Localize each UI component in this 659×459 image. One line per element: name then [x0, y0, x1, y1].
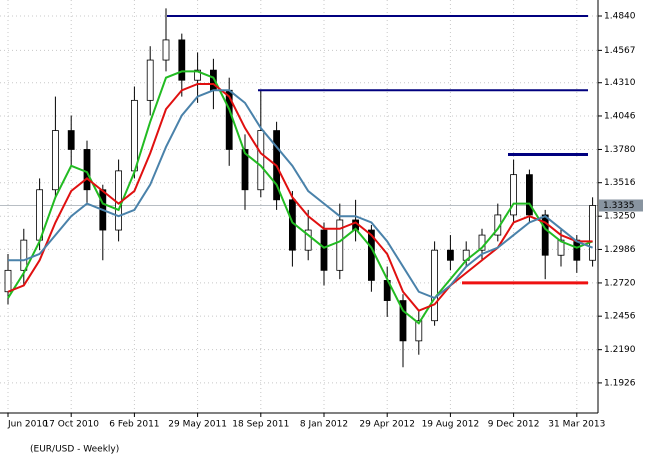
last-price-label: 1.3335: [603, 201, 635, 211]
candle-body: [336, 219, 344, 271]
candle-body: [67, 130, 75, 150]
candle-body: [115, 170, 122, 231]
candle-body: [194, 69, 202, 81]
x-tick-label: 9 Dec 2012: [488, 420, 540, 430]
x-tick-label: 17 Oct 2010: [43, 420, 99, 430]
candle-body: [304, 229, 312, 251]
moving-average: [7, 70, 593, 325]
y-tick-label: 1.3516: [604, 178, 636, 188]
y-tick-label: 1.2456: [604, 312, 636, 322]
candle-body: [399, 300, 407, 342]
last-price-box: [599, 199, 643, 212]
candle-body: [178, 39, 186, 81]
candle-body: [446, 249, 454, 261]
candle-body: [52, 130, 59, 191]
candle-body: [526, 174, 533, 216]
x-tick-label: 29 May 2011: [168, 420, 227, 430]
candle-body: [146, 59, 154, 101]
candle-body: [589, 205, 596, 261]
candle-body: [431, 249, 439, 322]
x-tick-label: Jun 2010: [7, 420, 48, 430]
y-tick-label: 1.4567: [604, 46, 636, 56]
y-tick-label: 1.3780: [604, 145, 636, 155]
candle-body: [162, 39, 170, 61]
y-tick-label: 1.2720: [604, 278, 636, 288]
candle-body: [510, 174, 518, 216]
moving-average: [8, 89, 593, 300]
candle-body: [320, 229, 328, 271]
y-tick-label: 1.4840: [604, 11, 636, 21]
x-tick-label: 29 Apr 2012: [359, 420, 415, 430]
x-tick-label: 19 Aug 2012: [422, 420, 480, 430]
candle-body: [257, 130, 265, 191]
candle-body: [241, 149, 249, 191]
x-tick-label: 18 Sep 2011: [232, 420, 289, 430]
axes: 1.4840 1.4567 1.4310 1.4046 1.3780 1.3516 1.32…: [7, 11, 643, 430]
y-tick-label: 1.2190: [604, 345, 636, 355]
y-tick-label: 1.3250: [604, 212, 636, 222]
candle-body: [83, 149, 91, 191]
x-tick-label: 8 Jan 2012: [300, 420, 348, 430]
y-tick-label: 1.2986: [604, 245, 636, 255]
candle-body: [20, 239, 28, 271]
chart-title: (EUR/USD - Weekly): [30, 445, 119, 455]
plot: [0, 8, 598, 368]
x-tick-label: 6 Feb 2011: [109, 420, 159, 430]
y-tick-label: 1.4310: [604, 78, 636, 88]
candle-body: [4, 269, 12, 293]
candle-body: [415, 320, 423, 342]
y-tick-label: 1.4046: [604, 111, 636, 121]
y-tick-label: 1.1926: [604, 378, 636, 388]
candle-body: [541, 214, 549, 256]
x-tick-label: 31 Mar 2013: [548, 420, 605, 430]
candle-body: [130, 99, 138, 172]
